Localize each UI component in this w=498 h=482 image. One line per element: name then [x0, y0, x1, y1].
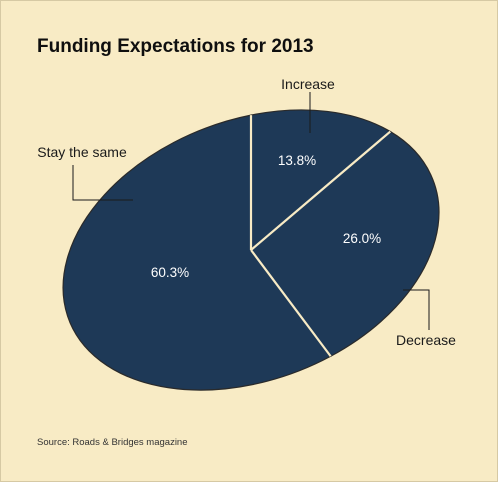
- slice-value-label: 26.0%: [343, 231, 381, 246]
- pie-slice-stay-the-same: [62, 114, 332, 391]
- chart-title: Funding Expectations for 2013: [37, 36, 314, 57]
- slice-value-label: 13.8%: [278, 153, 316, 168]
- slice-category-label: Decrease: [396, 332, 456, 348]
- slice-category-label: Stay the same: [37, 144, 127, 160]
- callout-line: [72, 165, 133, 201]
- pie-slice-increase: [250, 109, 392, 252]
- pie-slice-decrease: [250, 130, 440, 358]
- callout-line: [403, 289, 430, 330]
- source-note: Source: Roads & Bridges magazine: [37, 437, 188, 448]
- slice-divider: [250, 249, 332, 357]
- slice-category-label: Increase: [281, 76, 335, 92]
- slice-divider: [250, 130, 392, 251]
- slice-value-label: 60.3%: [151, 265, 189, 280]
